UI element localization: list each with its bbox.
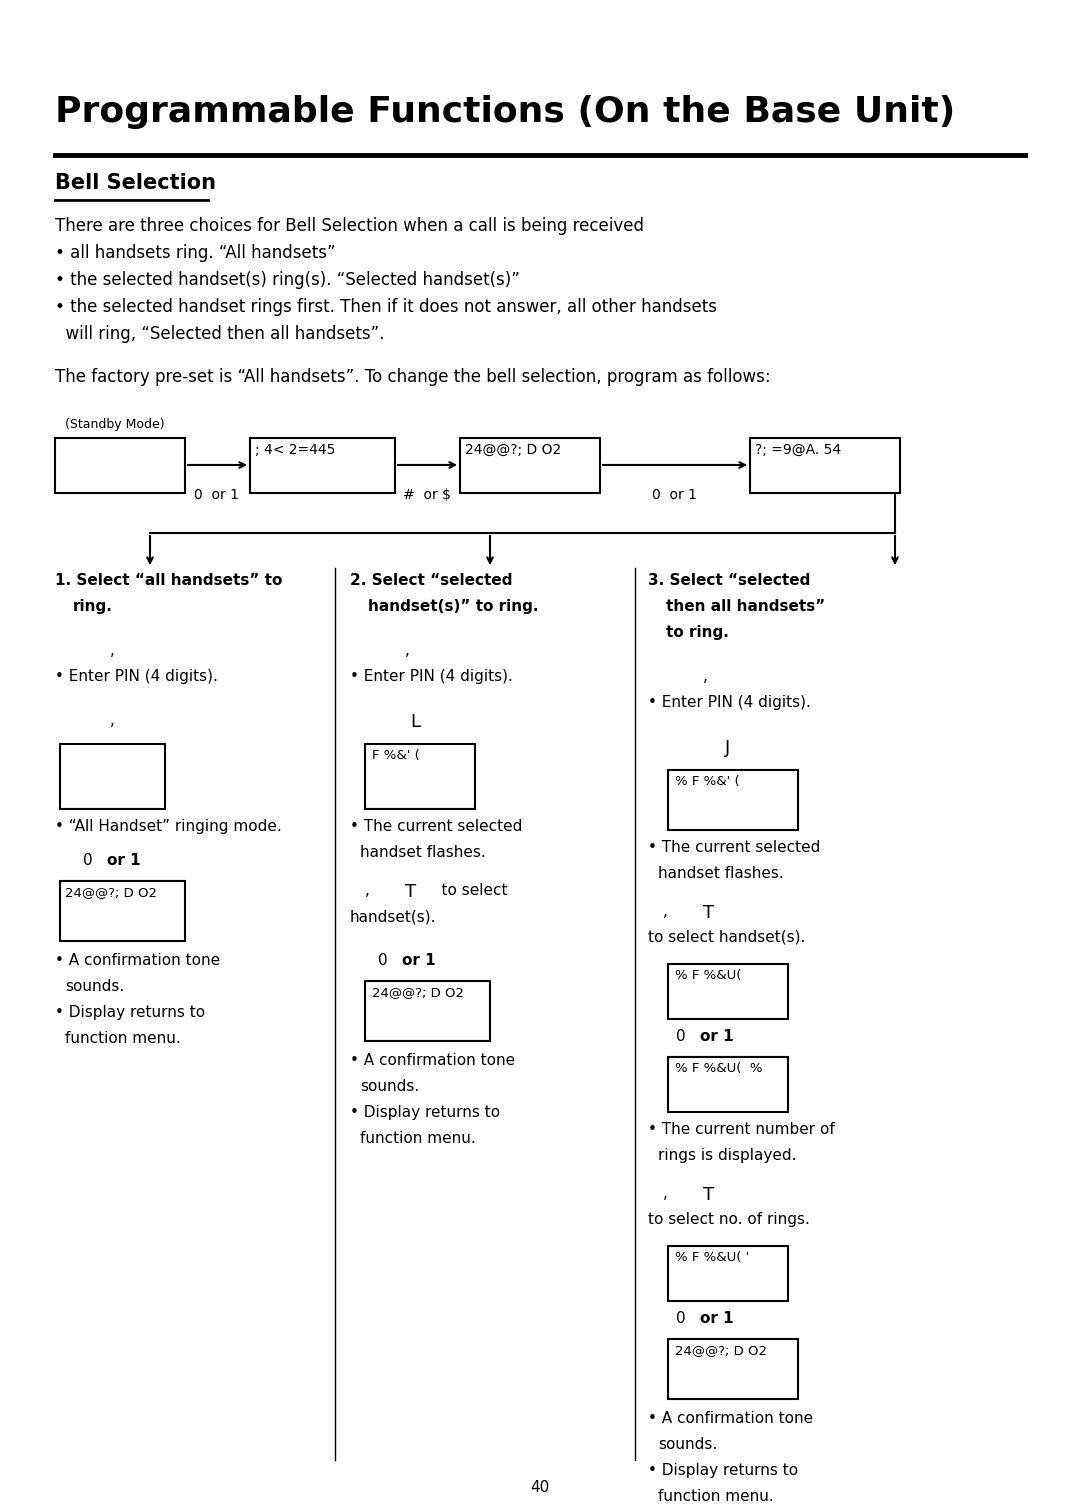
Text: 0: 0: [378, 954, 397, 967]
Text: The factory pre-set is “All handsets”. To change the bell selection, program as : The factory pre-set is “All handsets”. T…: [55, 368, 771, 386]
Text: 3. Select “selected: 3. Select “selected: [648, 573, 810, 589]
Text: or 1: or 1: [107, 853, 140, 868]
Text: function menu.: function menu.: [65, 1031, 180, 1046]
Text: % F %&U( ': % F %&U( ': [675, 1251, 750, 1265]
Text: to ring.: to ring.: [666, 625, 729, 640]
Text: ,: ,: [663, 1186, 667, 1201]
Text: J: J: [726, 739, 731, 758]
Text: to select no. of rings.: to select no. of rings.: [648, 1212, 810, 1227]
Text: or 1: or 1: [402, 954, 435, 967]
Text: F %&' (: F %&' (: [372, 748, 420, 762]
Bar: [669, 1246, 788, 1301]
Text: % F %&U(  %: % F %&U( %: [675, 1062, 762, 1074]
Text: ?; =9@A. 54: ?; =9@A. 54: [755, 444, 841, 457]
Text: • Enter PIN (4 digits).: • Enter PIN (4 digits).: [55, 668, 218, 684]
Bar: [669, 770, 798, 830]
Text: #  or $: # or $: [403, 487, 451, 502]
Text: 24@@?; D O2: 24@@?; D O2: [372, 985, 464, 999]
Text: 0: 0: [83, 853, 103, 868]
Text: function menu.: function menu.: [360, 1132, 476, 1145]
Text: or 1: or 1: [700, 1311, 733, 1326]
Text: to select handset(s).: to select handset(s).: [648, 930, 806, 945]
Bar: [669, 964, 788, 1019]
Bar: [60, 881, 185, 942]
Text: 24@@?; D O2: 24@@?; D O2: [465, 444, 562, 457]
Text: ,: ,: [405, 643, 410, 658]
Text: % F %&U(: % F %&U(: [675, 969, 741, 982]
Text: T: T: [703, 1186, 714, 1204]
Text: will ring, “Selected then all handsets”.: will ring, “Selected then all handsets”.: [55, 324, 384, 343]
Text: • the selected handset rings first. Then if it does not answer, all other handse: • the selected handset rings first. Then…: [55, 297, 717, 315]
Text: There are three choices for Bell Selection when a call is being received: There are three choices for Bell Selecti…: [55, 217, 644, 235]
Text: • A confirmation tone: • A confirmation tone: [648, 1411, 813, 1426]
Text: ,: ,: [365, 883, 369, 898]
Text: • A confirmation tone: • A confirmation tone: [55, 954, 220, 967]
Text: or 1: or 1: [700, 1029, 733, 1044]
Text: 40: 40: [530, 1480, 550, 1495]
Text: (Standby Mode): (Standby Mode): [65, 418, 164, 432]
Text: ,: ,: [110, 712, 114, 727]
Bar: [750, 438, 900, 493]
Text: sounds.: sounds.: [360, 1079, 419, 1094]
Text: 24@@?; D O2: 24@@?; D O2: [65, 886, 157, 899]
Bar: [365, 744, 475, 809]
Text: 0: 0: [676, 1029, 696, 1044]
Text: ,: ,: [110, 643, 114, 658]
Text: ,: ,: [663, 904, 667, 919]
Text: 0  or 1: 0 or 1: [194, 487, 240, 502]
Text: 2. Select “selected: 2. Select “selected: [350, 573, 513, 589]
Text: • The current number of: • The current number of: [648, 1123, 835, 1136]
Text: handset flashes.: handset flashes.: [658, 866, 784, 881]
Text: handset(s).: handset(s).: [350, 908, 436, 924]
Text: ,: ,: [703, 668, 707, 684]
Text: Bell Selection: Bell Selection: [55, 174, 216, 193]
Text: • Enter PIN (4 digits).: • Enter PIN (4 digits).: [648, 696, 811, 711]
Bar: [460, 438, 600, 493]
Text: 1. Select “all handsets” to: 1. Select “all handsets” to: [55, 573, 282, 589]
Text: • Display returns to: • Display returns to: [350, 1105, 500, 1120]
Text: sounds.: sounds.: [65, 979, 124, 994]
Text: ring.: ring.: [73, 599, 113, 614]
Bar: [669, 1338, 798, 1399]
Text: • the selected handset(s) ring(s). “Selected handset(s)”: • the selected handset(s) ring(s). “Sele…: [55, 272, 519, 290]
Text: T: T: [703, 904, 714, 922]
Text: • The current selected: • The current selected: [648, 841, 821, 856]
Text: • all handsets ring. “All handsets”: • all handsets ring. “All handsets”: [55, 244, 336, 263]
Text: then all handsets”: then all handsets”: [666, 599, 825, 614]
Text: to select: to select: [422, 883, 508, 898]
Text: 24@@?; D O2: 24@@?; D O2: [675, 1345, 767, 1357]
Text: L: L: [410, 712, 420, 730]
Text: rings is displayed.: rings is displayed.: [658, 1148, 797, 1163]
Bar: [60, 744, 165, 809]
Text: T: T: [405, 883, 416, 901]
Text: 0: 0: [676, 1311, 696, 1326]
Bar: [249, 438, 395, 493]
Bar: [669, 1056, 788, 1112]
Text: • A confirmation tone: • A confirmation tone: [350, 1053, 515, 1068]
Text: • “All Handset” ringing mode.: • “All Handset” ringing mode.: [55, 819, 282, 834]
Text: handset(s)” to ring.: handset(s)” to ring.: [368, 599, 539, 614]
Text: ; 4< 2=445: ; 4< 2=445: [255, 444, 336, 457]
Text: • The current selected: • The current selected: [350, 819, 523, 834]
Bar: [365, 981, 490, 1041]
Bar: [55, 438, 185, 493]
Text: Programmable Functions (On the Base Unit): Programmable Functions (On the Base Unit…: [55, 95, 955, 128]
Text: 0  or 1: 0 or 1: [652, 487, 698, 502]
Text: • Enter PIN (4 digits).: • Enter PIN (4 digits).: [350, 668, 513, 684]
Text: sounds.: sounds.: [658, 1437, 717, 1452]
Text: • Display returns to: • Display returns to: [55, 1005, 205, 1020]
Text: • Display returns to: • Display returns to: [648, 1464, 798, 1477]
Text: % F %&' (: % F %&' (: [675, 776, 740, 788]
Text: handset flashes.: handset flashes.: [360, 845, 486, 860]
Text: function menu.: function menu.: [658, 1489, 773, 1504]
